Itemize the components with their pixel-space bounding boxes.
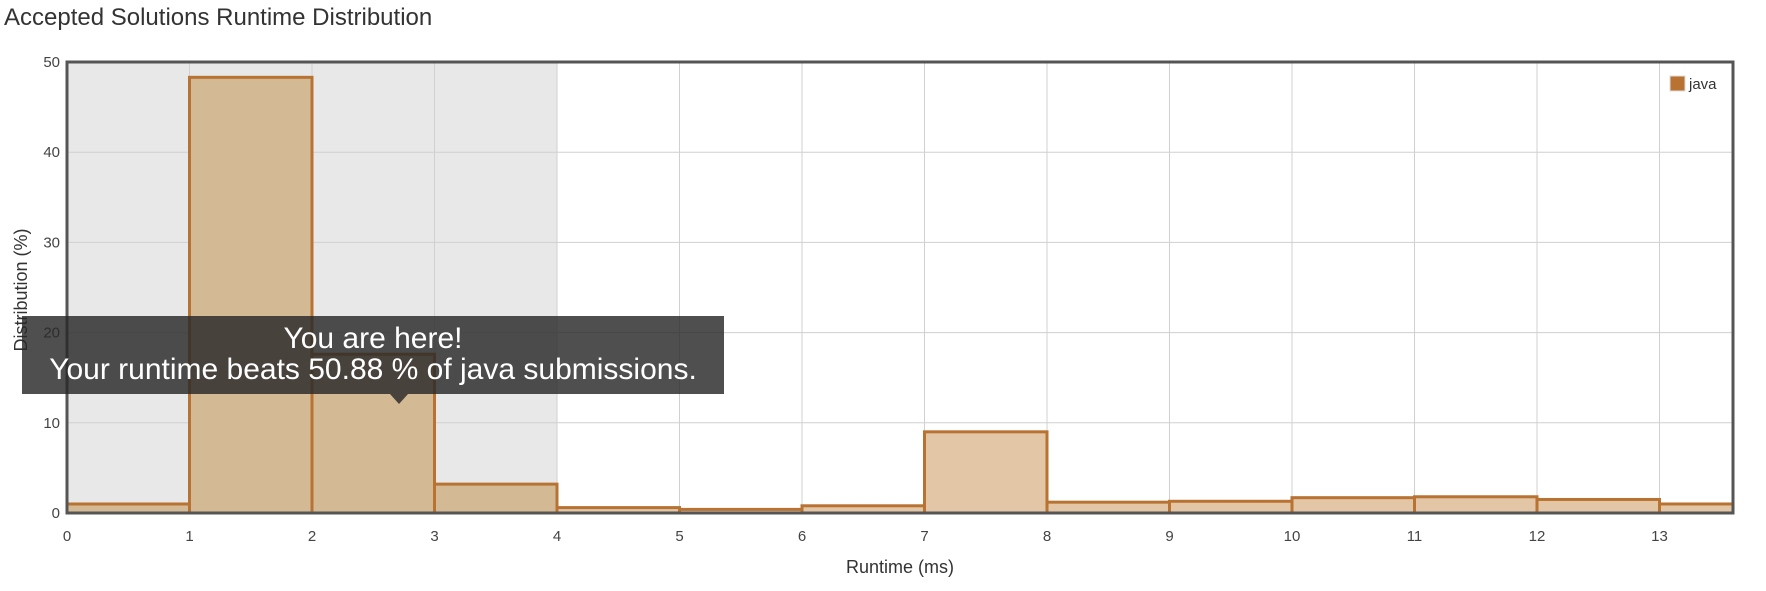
x-tick-label: 1 bbox=[185, 528, 193, 545]
you-are-here-tooltip: You are here! Your runtime beats 50.88 %… bbox=[22, 316, 724, 404]
histogram-bar[interactable] bbox=[1535, 497, 1661, 515]
x-tick-label: 7 bbox=[920, 528, 928, 545]
x-tick-label: 8 bbox=[1043, 528, 1051, 545]
x-tick-label: 10 bbox=[1284, 528, 1301, 545]
histogram-bar[interactable] bbox=[188, 75, 314, 515]
x-tick-label: 12 bbox=[1529, 528, 1546, 545]
x-tick-label: 6 bbox=[798, 528, 806, 545]
x-tick-label: 3 bbox=[430, 528, 438, 545]
y-tick-label: 0 bbox=[52, 505, 60, 522]
histogram-bar[interactable] bbox=[1290, 496, 1416, 515]
legend-swatch-java bbox=[1669, 75, 1686, 92]
x-tick-label: 9 bbox=[1165, 528, 1173, 545]
x-tick-label: 0 bbox=[63, 528, 71, 545]
x-tick-label: 11 bbox=[1407, 528, 1423, 545]
y-tick-label: 50 bbox=[43, 54, 60, 71]
histogram-bar[interactable] bbox=[1168, 499, 1294, 515]
histogram-bar[interactable] bbox=[923, 430, 1049, 515]
x-tick-label: 4 bbox=[553, 528, 561, 545]
x-axis-label: Runtime (ms) bbox=[846, 557, 954, 577]
x-tick-label: 13 bbox=[1651, 528, 1668, 545]
histogram-bar[interactable] bbox=[433, 482, 559, 515]
tooltip-line1: You are here! bbox=[283, 322, 463, 355]
histogram-bar[interactable] bbox=[1045, 500, 1171, 515]
legend[interactable]: java bbox=[1669, 75, 1717, 93]
histogram-bar[interactable] bbox=[1413, 495, 1539, 515]
y-tick-label: 30 bbox=[43, 234, 60, 251]
legend-label-java: java bbox=[1688, 76, 1717, 93]
y-tick-label: 40 bbox=[43, 144, 60, 161]
tooltip-arrow bbox=[390, 394, 408, 404]
x-tick-label: 2 bbox=[308, 528, 316, 545]
y-tick-label: 10 bbox=[43, 415, 60, 432]
x-tick-label: 5 bbox=[675, 528, 683, 545]
chart-title: Accepted Solutions Runtime Distribution bbox=[4, 4, 433, 31]
tooltip-line2: Your runtime beats 50.88 % of java submi… bbox=[49, 353, 697, 386]
plot-border bbox=[65, 60, 1735, 515]
